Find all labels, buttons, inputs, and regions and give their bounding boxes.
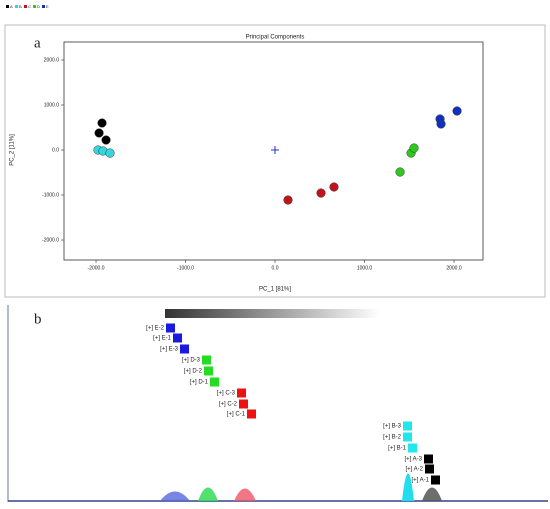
point	[97, 118, 107, 128]
sample-marker	[408, 443, 417, 453]
legend-label: C	[28, 4, 31, 9]
sample-label: [+] A-3	[404, 457, 422, 463]
sample-label: [+] C-1	[227, 412, 246, 418]
legend-swatch	[33, 5, 36, 8]
point	[283, 195, 293, 205]
sample-marker	[247, 409, 256, 419]
gradient-bar	[165, 309, 380, 318]
y-tick-label: -1000.0	[42, 192, 59, 198]
legend-label: B	[19, 4, 22, 9]
y-tick-label: 0.0	[52, 147, 59, 153]
sample-label: [+] D-1	[190, 380, 209, 386]
x-tick-label: 1000.0	[357, 265, 373, 271]
sample-label: [+] B-2	[383, 435, 402, 441]
legend-swatch	[6, 5, 9, 8]
legend-swatch	[42, 5, 45, 8]
sample-marker	[204, 366, 213, 376]
y-axis-label: PC_2 [11%]	[10, 134, 16, 166]
sample-label: [+] C-2	[219, 402, 238, 408]
sample-marker	[210, 377, 219, 387]
point	[409, 143, 419, 153]
sample-label: [+] D-3	[182, 358, 201, 364]
y-tick-label: 2000.0	[44, 57, 60, 63]
legend-label: D	[37, 4, 40, 9]
y-tick-label: -2000.0	[42, 237, 59, 243]
sample-marker	[166, 323, 175, 333]
x-tick-label: -2000.0	[88, 265, 105, 271]
legend-swatch	[24, 5, 27, 8]
sample-marker	[425, 464, 434, 474]
sample-marker	[180, 344, 189, 354]
center-cross	[271, 146, 279, 154]
sample-label: [+] E-3	[160, 347, 179, 353]
point	[329, 182, 339, 192]
legend-label: E	[46, 4, 49, 9]
x-tick-label: -1000.0	[177, 265, 194, 271]
sample-marker	[403, 432, 412, 442]
sample-marker	[173, 333, 182, 343]
chart-title: Principal Components	[246, 35, 305, 41]
x-axis-label: PC_1 [81%]	[259, 287, 291, 293]
sample-label: [+] E-2	[146, 326, 165, 332]
peaks	[160, 473, 442, 501]
legend-swatch	[15, 5, 18, 8]
panel-label: a	[34, 35, 41, 51]
legend-label: A	[10, 4, 13, 9]
x-tick-label: 2000.0	[446, 265, 462, 271]
point	[94, 128, 104, 138]
point	[316, 188, 326, 198]
sample-label: [+] B-1	[388, 446, 407, 452]
panel-label: b	[34, 311, 42, 327]
point	[436, 119, 446, 129]
sample-label: [+] A-2	[405, 467, 423, 473]
sample-marker	[202, 355, 211, 365]
sample-marker	[431, 475, 440, 485]
point	[452, 106, 462, 116]
sample-marker	[237, 388, 246, 398]
point	[101, 135, 111, 145]
y-tick-label: 1000.0	[44, 102, 60, 108]
sample-marker	[239, 399, 248, 409]
sample-marker	[403, 421, 412, 431]
sample-label: [+] E-1	[153, 336, 172, 342]
sample-marker	[424, 454, 433, 464]
panel-a-frame	[4, 24, 546, 298]
plot-area	[63, 41, 484, 261]
sample-label: [+] C-3	[217, 391, 236, 397]
point	[105, 148, 115, 158]
sample-label: [+] D-2	[184, 369, 203, 375]
x-tick-label: 0.0	[272, 265, 279, 271]
sample-label: [+] A-1	[411, 478, 429, 484]
point	[395, 167, 405, 177]
sample-label: [+] B-3	[383, 424, 402, 430]
